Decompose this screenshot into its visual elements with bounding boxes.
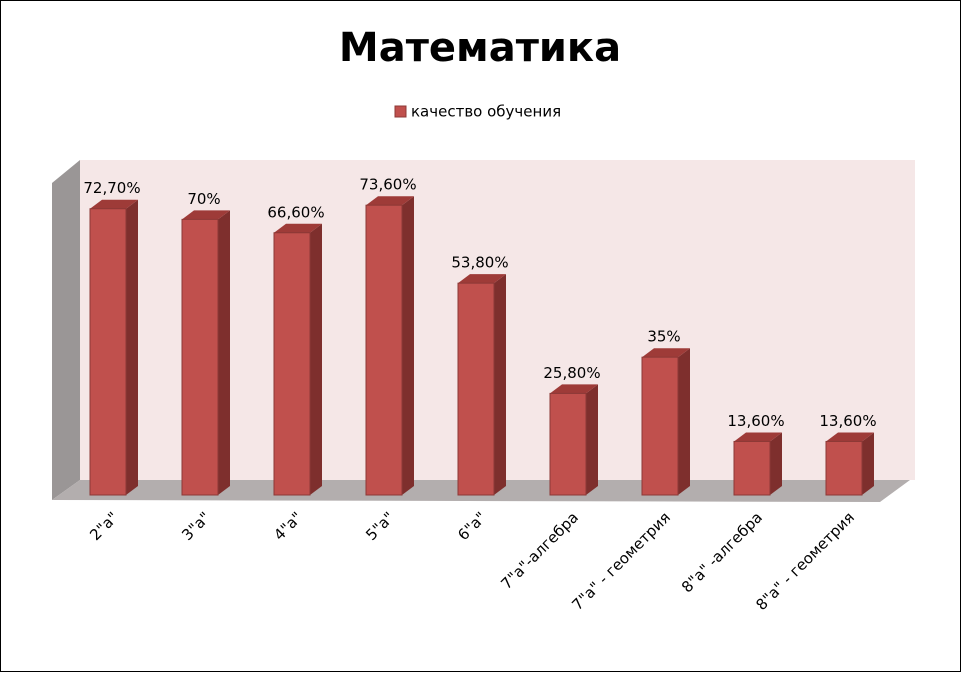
bar: [825, 440, 863, 496]
bar-top: [274, 223, 322, 233]
value-label: 72,70%: [83, 179, 140, 197]
bar-top: [642, 348, 690, 358]
bar-top: [182, 210, 230, 220]
bar: [273, 232, 311, 496]
value-label: 66,60%: [267, 203, 324, 221]
bar: [641, 356, 679, 496]
value-label: 53,80%: [451, 254, 508, 272]
bar-top: [366, 196, 414, 206]
bar-side: [862, 432, 874, 495]
value-label: 35%: [647, 328, 680, 346]
bar-side: [586, 384, 598, 495]
chart-title: Математика: [339, 25, 621, 71]
bar-side: [310, 223, 322, 495]
bar-side: [494, 274, 506, 495]
value-label: 25,80%: [543, 364, 600, 382]
bar-top: [550, 384, 598, 394]
bar-side: [678, 348, 690, 495]
bar: [365, 204, 403, 496]
bar: [457, 282, 495, 496]
value-label: 13,60%: [819, 412, 876, 430]
bar-side: [770, 432, 782, 495]
bar: [181, 218, 219, 496]
bar-top: [458, 274, 506, 284]
value-label: 73,60%: [359, 176, 416, 194]
value-label: 13,60%: [727, 412, 784, 430]
bar: [549, 392, 587, 496]
bar-side: [218, 210, 230, 495]
bar-side: [126, 199, 138, 495]
bar-top: [734, 432, 782, 442]
value-label: 70%: [187, 190, 220, 208]
legend-label: качество обучения: [411, 103, 561, 121]
bar-side: [402, 196, 414, 495]
side-wall: [52, 160, 80, 500]
bar: [733, 440, 771, 496]
bar-top: [826, 432, 874, 442]
bar-top: [90, 199, 138, 209]
bar: [89, 208, 127, 496]
legend-swatch: [394, 105, 407, 118]
